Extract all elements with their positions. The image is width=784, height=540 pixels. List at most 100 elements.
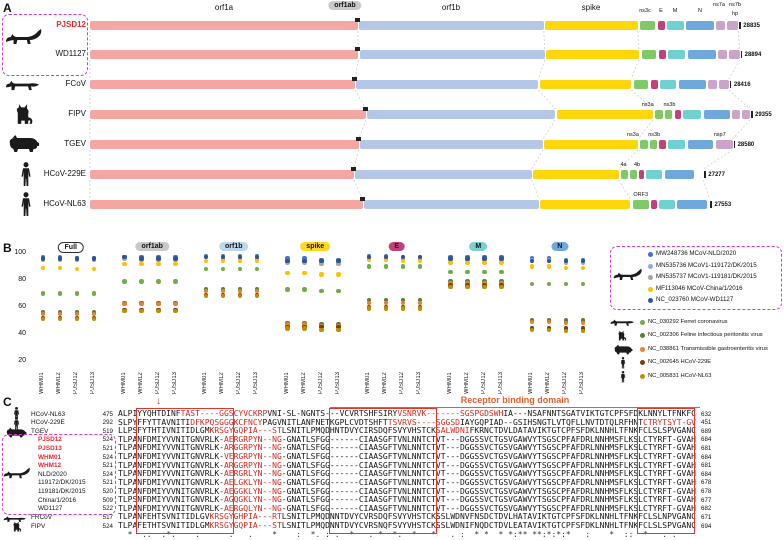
data-point: [302, 322, 307, 327]
seq-start-pos: 521: [102, 479, 113, 487]
x-label-Full-PJSD13: PJSD13: [90, 371, 96, 394]
gene-segment-N: [687, 140, 714, 149]
data-point: [203, 267, 209, 272]
seq-text: TLPANFDMIYVVNITGNVRLK-AERGQLYN--NG-GNATL…: [118, 504, 698, 513]
legend-label: NC_023760 MCoV-WD1127: [656, 296, 734, 304]
gene-segment-orf1a: [90, 140, 359, 149]
seq-name-TGEV: TGEV: [31, 427, 49, 435]
x-label-Full-WHM12: WHM12: [56, 372, 62, 394]
gene-segment-ns7a: [716, 21, 726, 30]
x-label-orf1b-PJSD12: PJSD12: [236, 371, 242, 394]
seq-start-pos: 521: [102, 444, 113, 452]
data-point: [220, 258, 226, 264]
seq-segment: VSNRVK-------SGSPGDSWH: [397, 409, 504, 418]
data-point: [319, 325, 324, 330]
data-point: [156, 261, 161, 266]
seq-segment: TLPAFETHTSVNITIDLGM: [118, 521, 210, 530]
seq-end-pos: 684: [701, 436, 712, 444]
seq-name-FIPV: FIPV: [31, 522, 46, 530]
seq-text: TLPANFDMIYVVNITGNVRLK-AEGGKLYN--NG-GNATL…: [118, 487, 698, 496]
genome-bar: [90, 167, 706, 179]
data-point: [173, 256, 178, 261]
seq-start-pos: 521: [102, 462, 113, 470]
seq-text: TLPANFDMIYVVNITGNVRLK-ARGGRPYN--NG-GNATL…: [118, 443, 698, 452]
x-label-E-WHM01: WHM01: [365, 372, 371, 394]
seq-end-pos: 681: [701, 444, 712, 452]
genome-end-tick: [704, 171, 706, 178]
data-point: [319, 288, 324, 293]
gene-segment-orf1a: [90, 200, 363, 209]
data-point: [285, 271, 290, 276]
legend-label: NC_038861 Transmissible gastroenteritis …: [648, 345, 768, 352]
genome-length: 28416: [733, 81, 751, 88]
data-point: [40, 265, 46, 271]
seq-start-pos: 520: [102, 488, 113, 496]
x-label-orf1b-PJSD13: PJSD13: [253, 371, 259, 394]
seq-segment: SLPYFFYTTAVNITI: [118, 417, 191, 427]
data-point: [499, 260, 504, 265]
data-point: [580, 321, 586, 326]
gene-segment-spike: [556, 110, 653, 119]
virus-name-FCoV: FCoV: [65, 79, 86, 88]
data-point: [173, 302, 178, 307]
seq-segment: -GNATLSFGG------CIAASGFTVNLNNTCTVT---DGG…: [281, 469, 696, 478]
seq-end-pos: 678: [701, 479, 712, 487]
data-point: [254, 258, 260, 264]
gene-segment-M: [646, 170, 663, 179]
data-point: [465, 260, 470, 265]
data-point: [203, 258, 209, 264]
seq-segment: TLPANFDMIYVVNITGNVRLK-: [118, 503, 224, 513]
seq-segment: TLPANFDMIYVVNITGNVRLK-: [118, 434, 224, 444]
gene-segment-ORF3: [632, 200, 650, 209]
seq-segment: AEGGKLYN--NG: [223, 486, 282, 496]
data-point: [499, 284, 504, 289]
gene-segment-ns7: [715, 140, 733, 149]
gene-segment-4a: [621, 170, 629, 179]
panelC-human-icon: [13, 417, 20, 430]
gene-segment-ns7b: [742, 110, 750, 119]
red-arrow-icon: ↓: [156, 396, 161, 407]
x-label-orf1ab-WHM12: WHM12: [137, 372, 144, 394]
gene-segment-E: [674, 110, 682, 119]
seq-name-PJSD12: PJSD12: [38, 436, 62, 444]
data-point: [400, 300, 406, 306]
data-point: [302, 287, 307, 292]
gene-label-ns3a: ns3a: [627, 132, 639, 138]
gene-segment-orf1b: [359, 140, 543, 149]
seq-start-pos: 475: [102, 410, 113, 418]
data-point: [563, 258, 569, 264]
gene-label-ns3a: ns3a: [641, 102, 654, 108]
data-point: [220, 294, 226, 299]
gene-label-hp: hp: [731, 11, 739, 17]
seq-segment: PAGVNITLANFNETKGPLCVDTSHFT: [262, 417, 388, 427]
data-point: [173, 308, 178, 314]
gene-segment-E: [659, 140, 666, 149]
genome-bar: [90, 137, 736, 149]
seq-segment: KRSGYGHPIA---RT: [209, 512, 282, 522]
data-point: [122, 302, 127, 307]
data-point: [336, 258, 341, 264]
x-label-N-WHM01: WHM01: [528, 372, 534, 394]
seq-text: TLPANFDMIYVVNITGNVRLK-ARGGRPYN--NG-GNATL…: [118, 461, 698, 470]
seq-segment: -GNATLSFGG------CIAASGFTVNLNNTCTVT---DGG…: [281, 495, 696, 504]
data-point: [448, 284, 453, 289]
virus-name-HCoV-NL63: HCoV-NL63: [43, 199, 86, 208]
virus-name-HCoV-229E: HCoV-229E: [43, 169, 86, 178]
data-point: [336, 261, 341, 266]
gene-segment-ns3b: [664, 110, 673, 119]
x-label-spike-PJSD13: PJSD13: [334, 371, 341, 394]
data-point: [91, 267, 97, 272]
gene-label-ns3b: ns3b: [663, 102, 676, 108]
data-point: [40, 311, 46, 316]
seq-segment: LSNITLPMQDNNTDVYCVRSNQFSVYVHSTCKSSLWDNIF…: [281, 521, 696, 530]
x-label-E-WHM12: WHM12: [382, 372, 388, 394]
gene-segment-4b: [630, 170, 638, 179]
data-point: [203, 288, 209, 293]
legend-ferret-icon: [610, 317, 636, 327]
gene-segment-orf1a: [90, 50, 359, 59]
panelA-human-icon: [20, 162, 32, 187]
data-point: [74, 256, 80, 261]
seq-name-China/1/2016: China/1/2016: [38, 496, 77, 504]
data-point: [156, 279, 161, 284]
seq-segment: -GNATLSFGG------CIAASGFTVNLNNTCTVT---DGG…: [281, 443, 696, 453]
